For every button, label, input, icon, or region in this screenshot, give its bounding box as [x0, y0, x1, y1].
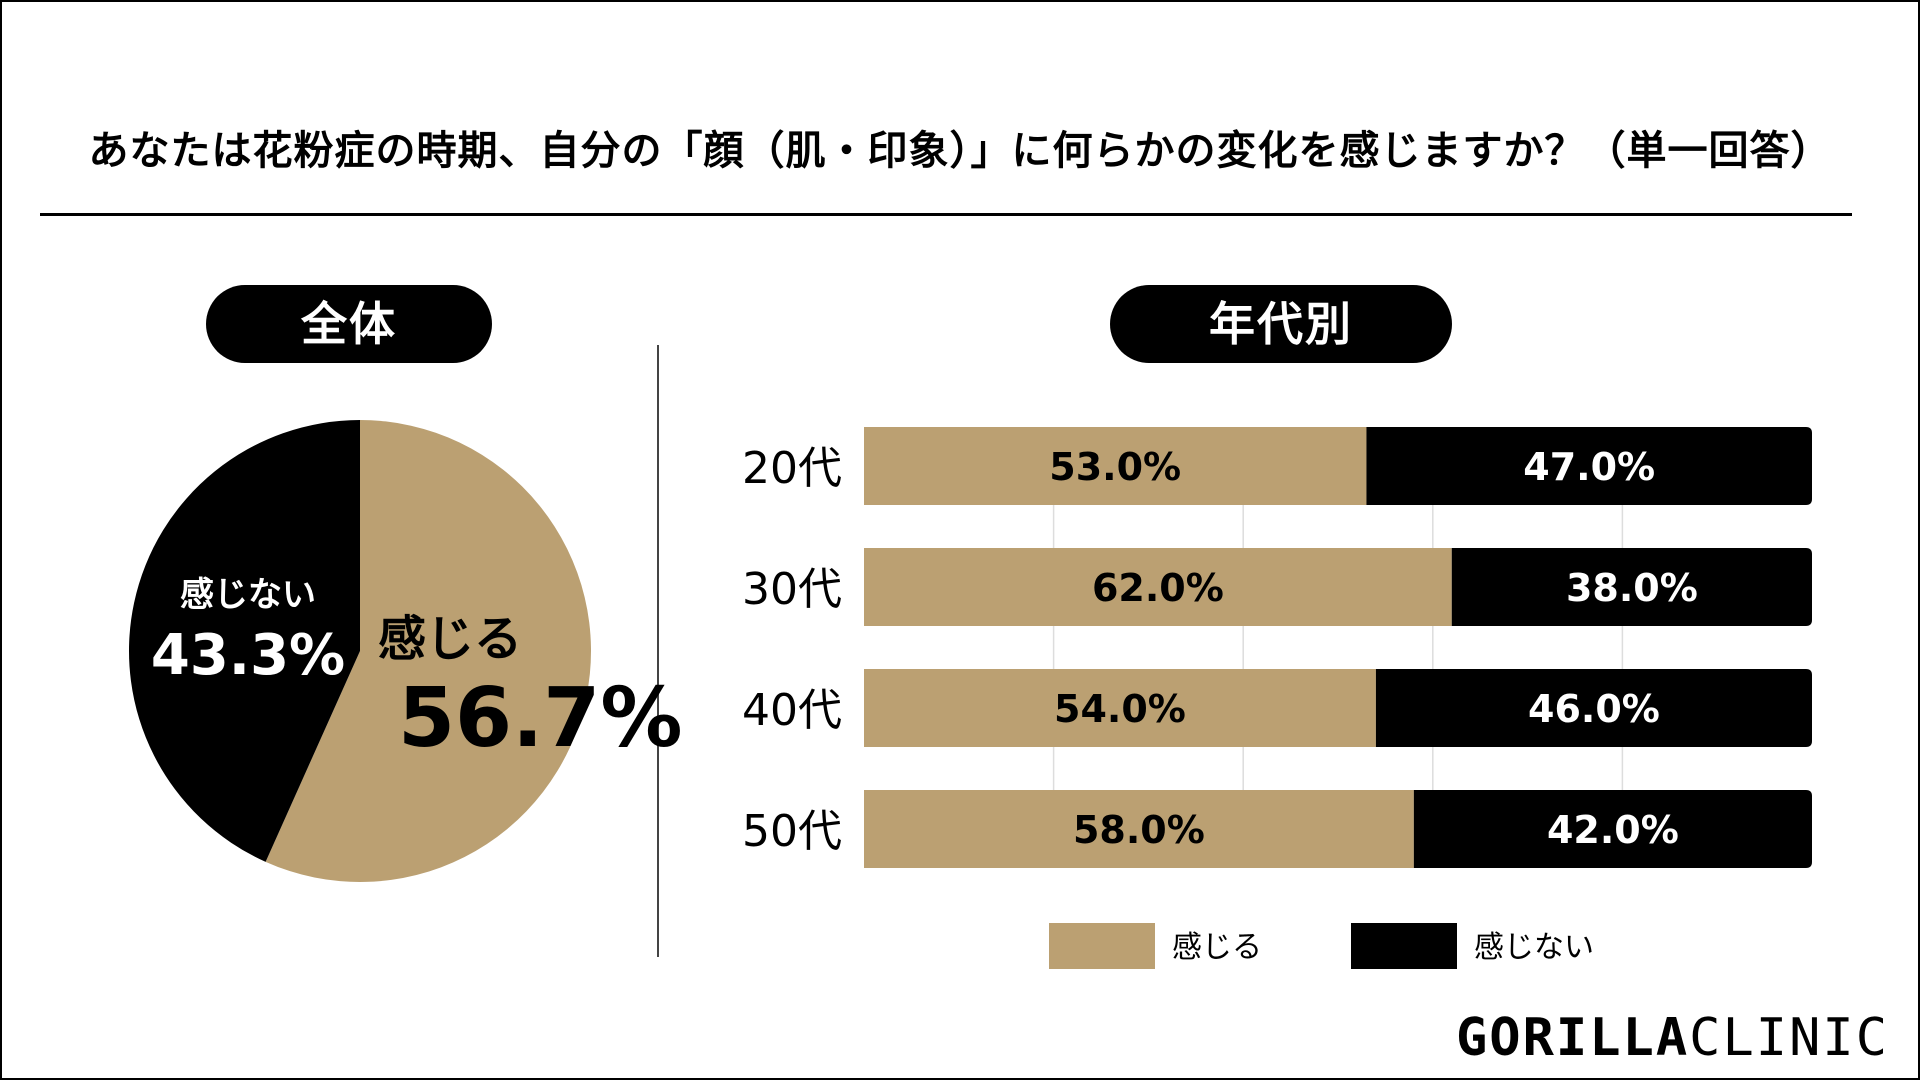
logo-text-light: CLINIC — [1689, 1008, 1889, 1068]
bar-value-label: 46.0% — [1528, 687, 1660, 731]
legend-label-notfeel: 感じない — [1474, 930, 1594, 965]
bar-value-label: 54.0% — [1054, 687, 1186, 731]
bar-segment-notfeel — [1413, 790, 1812, 868]
pie-slice-feel — [265, 420, 591, 882]
brand-logo: GORILLACLINIC — [1456, 1008, 1889, 1068]
bar-value-label: 42.0% — [1547, 808, 1679, 852]
legend-swatch-notfeel — [1351, 923, 1457, 969]
age-panel-label: 年代別 — [1110, 285, 1452, 363]
pie-label-feel-category: 感じる — [378, 611, 522, 667]
bar-value-label: 38.0% — [1566, 566, 1698, 610]
category-label: 40代 — [742, 685, 842, 736]
category-label: 30代 — [742, 564, 842, 615]
bar-value-label: 53.0% — [1049, 445, 1181, 489]
bar-segment-feel — [864, 669, 1376, 747]
bar-value-label: 47.0% — [1523, 445, 1655, 489]
category-label: 50代 — [742, 806, 842, 857]
bar-segment-feel — [864, 548, 1452, 626]
legend-swatch-feel — [1049, 923, 1155, 969]
pie-slice-notfeel — [128, 420, 360, 862]
overall-panel-label: 全体 — [206, 285, 492, 363]
bar-value-label: 62.0% — [1092, 566, 1224, 610]
category-label: 20代 — [742, 443, 842, 494]
panel-divider — [657, 345, 659, 957]
logo-text-bold: GORILLA — [1456, 1008, 1690, 1068]
bar-value-label: 58.0% — [1073, 808, 1205, 852]
pie-label-notfeel-category: 感じない — [180, 575, 316, 615]
bar-segment-notfeel — [1451, 548, 1812, 626]
bar-segment-feel — [864, 790, 1414, 868]
legend-label-feel: 感じる — [1172, 930, 1262, 965]
title-underline — [40, 213, 1852, 216]
bar-segment-feel — [864, 427, 1367, 505]
chart-title: あなたは花粉症の時期、自分の「顔（肌・印象）」に何らかの変化を感じますか？（単一… — [88, 128, 1832, 174]
bar-segment-notfeel — [1366, 427, 1812, 505]
bar-segment-notfeel — [1375, 669, 1812, 747]
pie-label-notfeel-value: 43.3% — [151, 623, 345, 688]
pie-label-feel-value: 56.7% — [398, 671, 682, 766]
